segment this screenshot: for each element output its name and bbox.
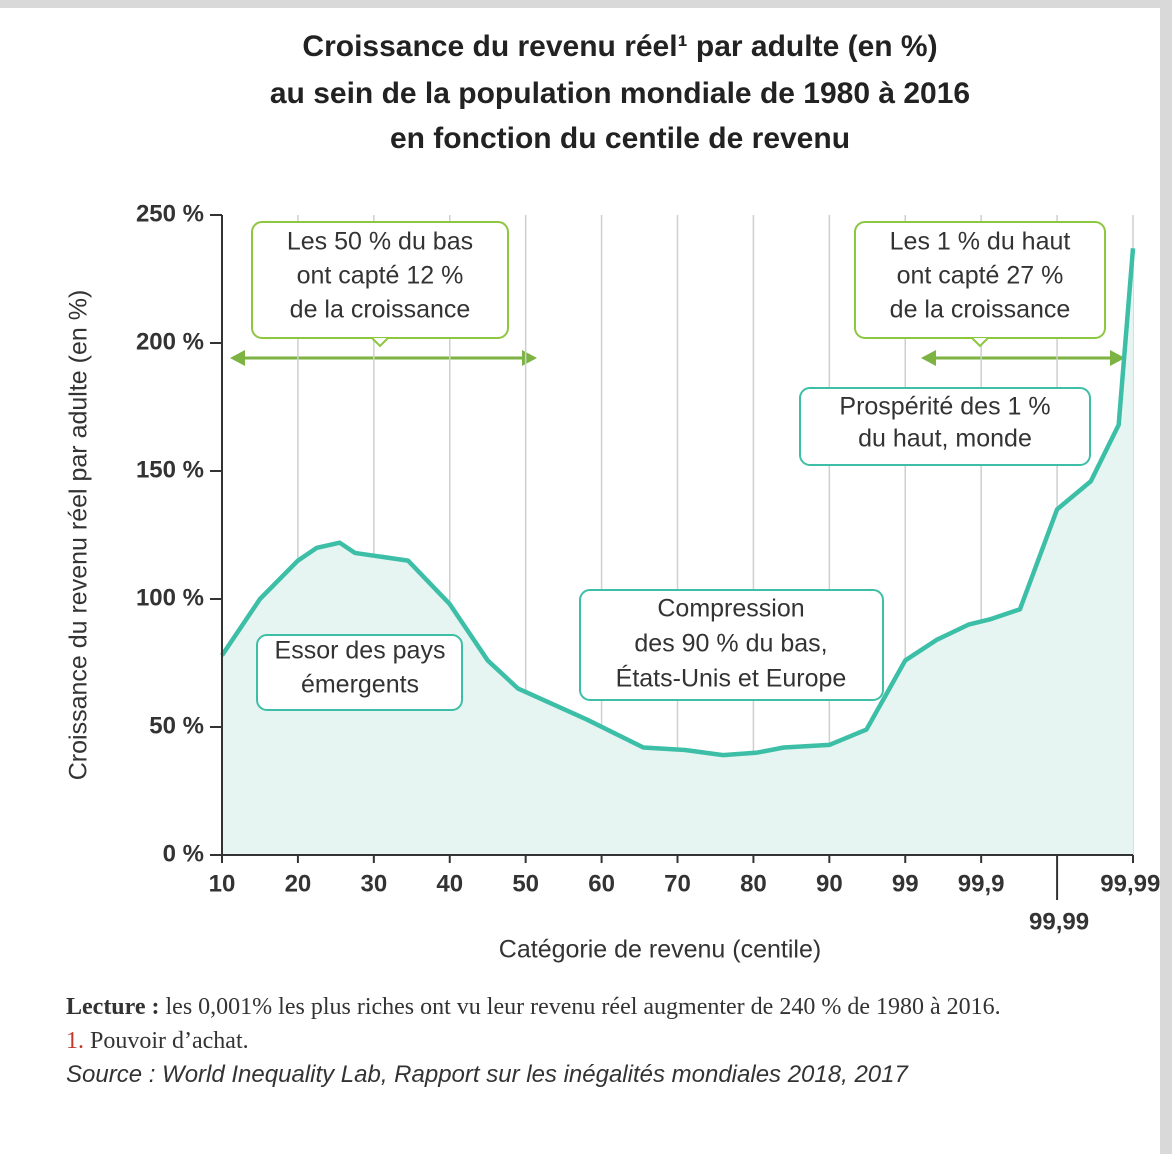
y-tick-label: 250 %	[136, 200, 204, 227]
footnote: 1. Pouvoir d’achat.	[66, 1024, 1166, 1058]
footnote-text: Pouvoir d’achat.	[90, 1028, 249, 1054]
x-tick-label: 80	[740, 870, 767, 897]
annotation-text: Les 1 % du haut	[890, 228, 1071, 256]
chart-title: Croissance du revenu réel¹ par adulte (e…	[302, 30, 937, 63]
annotation-text: Essor des pays	[275, 637, 446, 665]
x-tick-label: 30	[360, 870, 387, 897]
y-tick-label: 150 %	[136, 456, 204, 483]
chart: Croissance du revenu réel¹ par adulte (e…	[65, 30, 1160, 964]
x-tick-label: 40	[436, 870, 463, 897]
x-tick-label: 50	[512, 870, 539, 897]
annotation-text: Les 50 % du bas	[287, 228, 473, 256]
reading: Lecture : les 0,001% les plus riches ont…	[66, 990, 1166, 1024]
annotation-text: Compression	[657, 595, 804, 623]
x-tick-label: 99,99	[1029, 908, 1089, 935]
line	[220, 248, 1136, 758]
y-tick-label: 200 %	[136, 328, 204, 355]
arrows	[230, 350, 1125, 366]
annotation-text: Prospérité des 1 %	[839, 393, 1050, 421]
x-axis-label: Catégorie de revenu (centile)	[499, 936, 821, 964]
x-tick-label: 99	[892, 870, 919, 897]
reading-text: les 0,001% les plus riches ont vu leur r…	[165, 994, 1001, 1020]
annotation-text: de la croissance	[290, 296, 471, 324]
y-tick-label: 0 %	[163, 840, 204, 867]
footnote-number: 1.	[66, 1028, 84, 1054]
chart-title: au sein de la population mondiale de 198…	[270, 77, 970, 110]
source: Source : World Inequality Lab, Rapport s…	[66, 1061, 908, 1088]
x-tick-label: 70	[664, 870, 691, 897]
y-tick-label: 50 %	[149, 712, 204, 739]
x-tick-label: 90	[816, 870, 843, 897]
chart-title: en fonction du centile de revenu	[390, 122, 850, 155]
panel: Croissance du revenu réel¹ par adulte (e…	[0, 8, 1160, 1154]
y-tick-label: 100 %	[136, 584, 204, 611]
x-tick-label: 99,9	[958, 870, 1005, 897]
y-axis-label: Croissance du revenu réel par adulte (en…	[65, 290, 93, 781]
x-tick-label: 10	[209, 870, 236, 897]
annotation-text: États-Unis et Europe	[616, 664, 847, 693]
annotation-text: ont capté 12 %	[297, 262, 464, 290]
annotation-box	[256, 634, 463, 711]
annotation-text: des 90 % du bas,	[634, 630, 827, 658]
annotation-box	[579, 589, 884, 701]
x-tick-label: 20	[285, 870, 312, 897]
annotation-text: ont capté 27 %	[897, 262, 1064, 290]
annotation-pointer	[971, 337, 989, 348]
notes: Lecture : les 0,001% les plus riches ont…	[66, 990, 1166, 1092]
x-tick-label: 60	[588, 870, 615, 897]
annotation-pointer	[371, 337, 389, 348]
annotation-text: émergents	[301, 671, 419, 699]
annotation-box	[799, 387, 1091, 466]
x-tick-label: 99,999	[1100, 870, 1160, 897]
annotation-text: de la croissance	[890, 296, 1071, 324]
reading-label: Lecture :	[66, 994, 160, 1020]
annotation-text: du haut, monde	[858, 425, 1032, 453]
